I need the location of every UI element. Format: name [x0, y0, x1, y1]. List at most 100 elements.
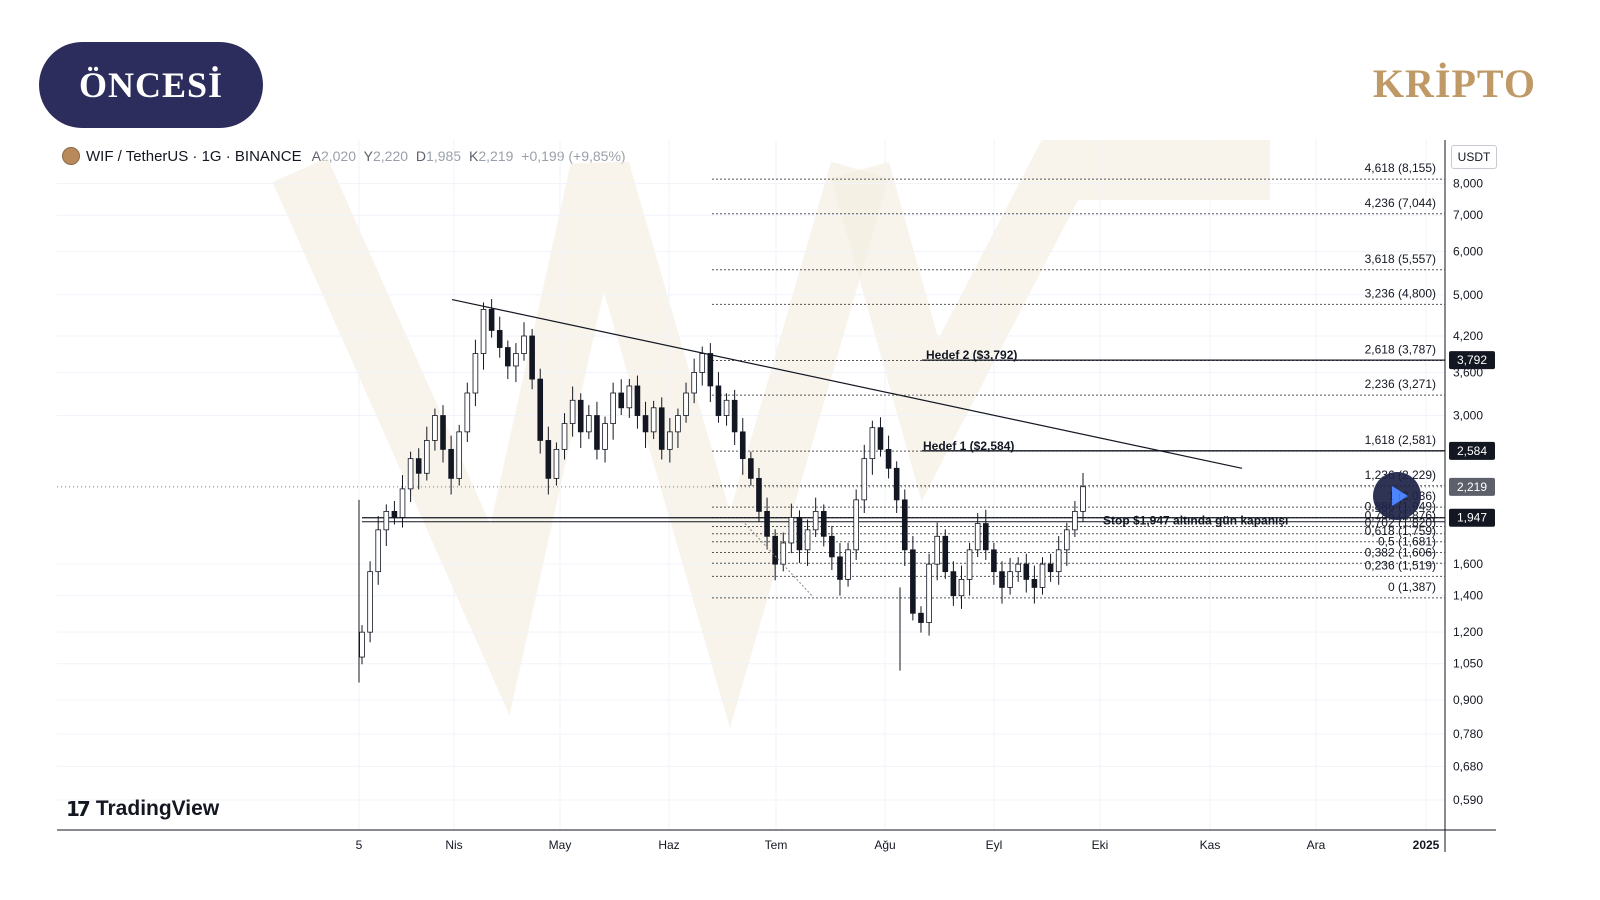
y-tick-label: 5,000	[1453, 288, 1483, 302]
fib-level-label: 0,382 (1,606)	[1365, 545, 1436, 559]
candle-body	[869, 427, 876, 460]
candle-body	[829, 535, 835, 558]
candle-body	[375, 529, 382, 573]
candle-body	[561, 423, 568, 450]
candle-body	[513, 353, 519, 367]
candle-body	[780, 542, 787, 565]
y-tick-label: 0,900	[1453, 693, 1483, 707]
x-tick-label: Nis	[445, 838, 462, 852]
y-tick-label: 3,000	[1453, 409, 1483, 423]
candle-body	[618, 392, 625, 409]
candle-body	[586, 415, 592, 433]
y-tick-label: 1,050	[1453, 657, 1483, 671]
candle-body	[464, 392, 471, 433]
candle-body	[1047, 563, 1054, 573]
y-tick-label: 4,200	[1453, 329, 1483, 343]
candle-body	[723, 399, 730, 416]
x-tick-label: Ağu	[874, 838, 895, 852]
candle-body	[699, 353, 706, 373]
candle-body	[764, 510, 770, 537]
price-tag	[1449, 351, 1495, 370]
fib-level-label: 2,618 (3,787)	[1365, 342, 1436, 356]
candle-body	[488, 309, 495, 331]
candle-body	[715, 385, 722, 416]
candle-body	[1055, 549, 1062, 573]
candle-body	[691, 372, 697, 394]
candle-body	[958, 579, 965, 597]
candle-body	[667, 431, 673, 450]
candle-body	[577, 399, 584, 433]
candle-body	[675, 415, 681, 433]
candle-body	[553, 448, 560, 479]
candle-body	[707, 353, 714, 387]
price-tag	[1449, 441, 1495, 460]
candle-body	[1007, 571, 1013, 588]
y-tick-label: 0,780	[1453, 727, 1483, 741]
candle-body	[739, 431, 746, 460]
price-tag-label: 1,947	[1457, 511, 1487, 525]
fib-level-label: 3,618 (5,557)	[1365, 252, 1436, 266]
candle-body	[934, 535, 940, 565]
candle-body	[910, 549, 916, 614]
fib-level-label: 2,236 (3,271)	[1365, 377, 1436, 391]
candle-body	[650, 407, 657, 433]
candle-body	[901, 499, 908, 551]
candle-body	[537, 378, 544, 441]
candle-body	[796, 516, 803, 551]
candle-body	[658, 407, 665, 450]
candle-body	[472, 353, 479, 394]
y-tick-label: 6,000	[1453, 245, 1483, 259]
x-tick-label: Kas	[1200, 838, 1221, 852]
y-tick-label: 7,000	[1453, 208, 1483, 222]
tradingview-logo: 17 TradingView	[66, 797, 219, 821]
candle-body	[367, 571, 373, 633]
candle-body	[391, 510, 398, 518]
close-value: 2,219	[478, 148, 514, 164]
target-label: Hedef 2 ($3,792)	[926, 348, 1017, 362]
candle-body	[812, 510, 819, 531]
coin-icon	[62, 147, 80, 165]
candle-body	[837, 556, 843, 580]
y-tick-label: 8,000	[1453, 177, 1483, 191]
tradingview-logo-icon: 17	[66, 797, 91, 821]
candle-body	[1072, 510, 1078, 531]
candle-body	[877, 427, 884, 450]
candle-body	[999, 571, 1005, 588]
candle-body	[424, 440, 430, 474]
candle-body	[748, 458, 754, 479]
y-tick-label: 0,590	[1453, 793, 1483, 807]
target-label: Hedef 1 ($2,584)	[923, 439, 1014, 453]
candle-body	[480, 309, 487, 354]
candle-body	[569, 399, 576, 424]
play-button[interactable]	[1373, 472, 1421, 520]
candle-body	[820, 510, 827, 537]
candle-body	[521, 335, 527, 354]
candle-body	[804, 529, 811, 551]
candle-body	[1023, 563, 1030, 580]
price-tag-label: 2,219	[1457, 480, 1487, 494]
x-tick-label: Haz	[658, 838, 679, 852]
symbol-name: WIF / TetherUS · 1G · BINANCE	[86, 147, 302, 165]
candle-body	[1015, 563, 1021, 573]
low-value: 1,985	[426, 148, 462, 164]
symbol-header[interactable]: WIF / TetherUS · 1G · BINANCE A2,020 Y2,…	[62, 147, 630, 165]
candle-body	[610, 392, 616, 424]
x-tick-label: 5	[356, 838, 363, 852]
candle-body	[634, 385, 641, 416]
candle-body	[642, 415, 649, 433]
candle-body	[982, 523, 989, 551]
price-tag-label: 3,792	[1457, 353, 1487, 367]
high-label: Y	[363, 148, 373, 164]
currency-unit-button[interactable]: USDT	[1451, 145, 1497, 169]
background-watermark	[272, 157, 889, 729]
change-value: +0,199 (+9,85%)	[521, 148, 626, 164]
candle-body	[991, 549, 997, 573]
x-tick-label: Eki	[1092, 838, 1109, 852]
x-tick-label: 2025	[1413, 838, 1440, 852]
candle-body	[893, 467, 900, 501]
y-tick-label: 1,600	[1453, 557, 1483, 571]
candle-body	[845, 549, 851, 580]
candle-body	[974, 523, 981, 551]
candle-body	[1063, 529, 1070, 551]
